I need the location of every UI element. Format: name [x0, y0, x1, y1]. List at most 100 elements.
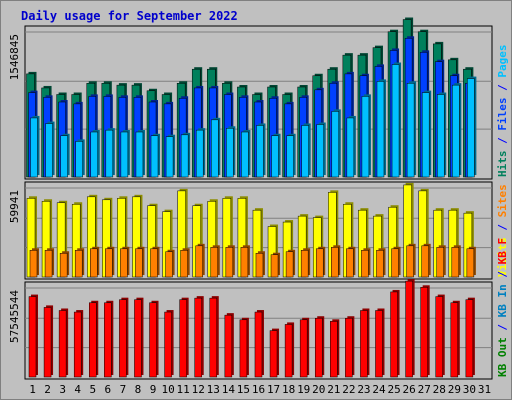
- bar-pages-day-7: [120, 131, 129, 178]
- bar-kbf-day-13: [209, 297, 218, 378]
- bar-kbf-day-27: [420, 287, 428, 378]
- chart-title: Daily usage for September 2022: [21, 9, 238, 23]
- bar-pages-day-15: [241, 131, 249, 178]
- bar-pages-day-16: [256, 125, 264, 178]
- bar-kbf-day-28: [435, 296, 443, 378]
- x-tick-label-day-28: 28: [433, 383, 446, 396]
- x-tick-label-day-13: 13: [207, 383, 220, 396]
- x-tick-label-day-1: 1: [29, 383, 36, 396]
- bar-pages-day-22: [346, 117, 355, 178]
- right-legend-kbytes: KB Out / KB In / KB F: [496, 238, 509, 377]
- bar-sites-day-9: [150, 248, 158, 278]
- x-tick-label-day-30: 30: [463, 383, 476, 396]
- bar-kbf-day-20: [314, 317, 323, 378]
- bar-pages-day-13: [211, 119, 219, 178]
- bar-sites-day-13: [210, 247, 219, 278]
- bar-kbf-day-23: [360, 310, 368, 378]
- bar-kbf-day-26: [405, 280, 413, 378]
- bar-sites-day-7: [120, 248, 128, 278]
- bar-pages-day-20: [316, 124, 324, 178]
- x-tick-label-day-18: 18: [282, 383, 295, 396]
- bar-sites-day-18: [285, 251, 294, 278]
- bar-sites-day-23: [361, 250, 369, 278]
- bar-kbf-day-7: [119, 299, 127, 378]
- bar-pages-day-23: [361, 96, 370, 178]
- legend-hits: Hits: [496, 151, 509, 178]
- x-tick-label-day-3: 3: [59, 383, 66, 396]
- x-tick-label-day-8: 8: [135, 383, 142, 396]
- bar-pages-day-10: [165, 136, 174, 178]
- bar-sites-day-10: [165, 251, 173, 278]
- bar-kbf-day-14: [224, 314, 233, 378]
- bar-sites-day-12: [195, 245, 203, 278]
- legend-separator: /: [496, 317, 509, 337]
- bar-pages-day-26: [406, 83, 415, 178]
- bar-kbf-day-30: [465, 299, 474, 378]
- bar-pages-day-11: [180, 134, 189, 178]
- bar-pages-day-25: [391, 64, 400, 178]
- right-legend-visits-sites: Visits / Sites: [496, 184, 509, 277]
- bar-kbf-day-1: [28, 296, 37, 378]
- x-tick-label-day-22: 22: [342, 383, 355, 396]
- legend-separator: /: [496, 131, 509, 151]
- bar-kbf-day-16: [254, 311, 263, 378]
- bar-pages-day-8: [135, 131, 144, 178]
- bar-sites-day-5: [90, 248, 98, 278]
- bar-pages-day-17: [271, 135, 279, 178]
- bar-sites-day-28: [436, 247, 444, 278]
- bar-pages-day-18: [286, 135, 294, 178]
- x-tick-label-day-7: 7: [120, 383, 127, 396]
- x-tick-label-day-29: 29: [448, 383, 461, 396]
- right-legend-hits-files-pages: Hits / Files / Pages: [496, 45, 509, 178]
- bar-kbf-day-11: [179, 299, 187, 378]
- x-tick-label-day-2: 2: [44, 383, 51, 396]
- x-tick-label-day-17: 17: [267, 383, 280, 396]
- bar-sites-day-26: [406, 245, 414, 278]
- bar-sites-day-21: [331, 247, 339, 278]
- bar-pages-day-28: [436, 94, 445, 178]
- bar-sites-day-25: [391, 248, 399, 278]
- bar-sites-day-8: [135, 248, 143, 278]
- x-tick-label-day-5: 5: [89, 383, 96, 396]
- bar-pages-day-12: [195, 129, 204, 178]
- x-tick-label-day-14: 14: [222, 383, 236, 396]
- x-tick-label-day-21: 21: [327, 383, 340, 396]
- legend-pages: Pages: [496, 45, 509, 78]
- bar-kbf-day-18: [284, 324, 293, 378]
- bar-kbf-day-21: [330, 321, 338, 378]
- bar-sites-day-20: [315, 248, 324, 278]
- bar-sites-day-15: [240, 247, 249, 278]
- x-tick-label-day-26: 26: [403, 383, 416, 396]
- bar-kbf-day-24: [375, 310, 383, 378]
- x-tick-label-day-24: 24: [372, 383, 386, 396]
- bar-kbf-day-5: [89, 302, 97, 378]
- x-tick-label-day-16: 16: [252, 383, 265, 396]
- x-tick-label-day-20: 20: [312, 383, 325, 396]
- bar-pages-day-21: [331, 111, 340, 178]
- ymax-label-hits-files-pages: 1546845: [8, 34, 21, 80]
- x-tick-label-day-25: 25: [387, 383, 400, 396]
- bar-kbf-day-4: [73, 311, 82, 378]
- bar-pages-day-2: [45, 123, 53, 178]
- legend-files: Files: [496, 98, 509, 131]
- bar-kbf-day-9: [149, 302, 157, 378]
- bar-kbf-day-8: [134, 299, 142, 378]
- bar-sites-day-27: [421, 245, 429, 278]
- bar-sites-day-24: [376, 250, 384, 278]
- bar-pages-day-29: [452, 84, 460, 178]
- bar-kbf-day-3: [58, 310, 67, 378]
- bar-sites-day-29: [451, 247, 460, 278]
- x-tick-label-day-10: 10: [161, 383, 174, 396]
- x-tick-label-day-6: 6: [105, 383, 112, 396]
- bar-sites-day-14: [225, 247, 234, 278]
- bar-sites-day-6: [105, 248, 113, 278]
- bar-pages-day-14: [226, 128, 234, 178]
- bar-sites-day-16: [255, 252, 264, 278]
- bar-sites-day-30: [466, 248, 475, 278]
- bar-sites-day-17: [270, 254, 279, 278]
- legend-kb-in: KB In: [496, 284, 509, 317]
- x-tick-label-day-9: 9: [150, 383, 157, 396]
- x-tick-label-day-23: 23: [357, 383, 370, 396]
